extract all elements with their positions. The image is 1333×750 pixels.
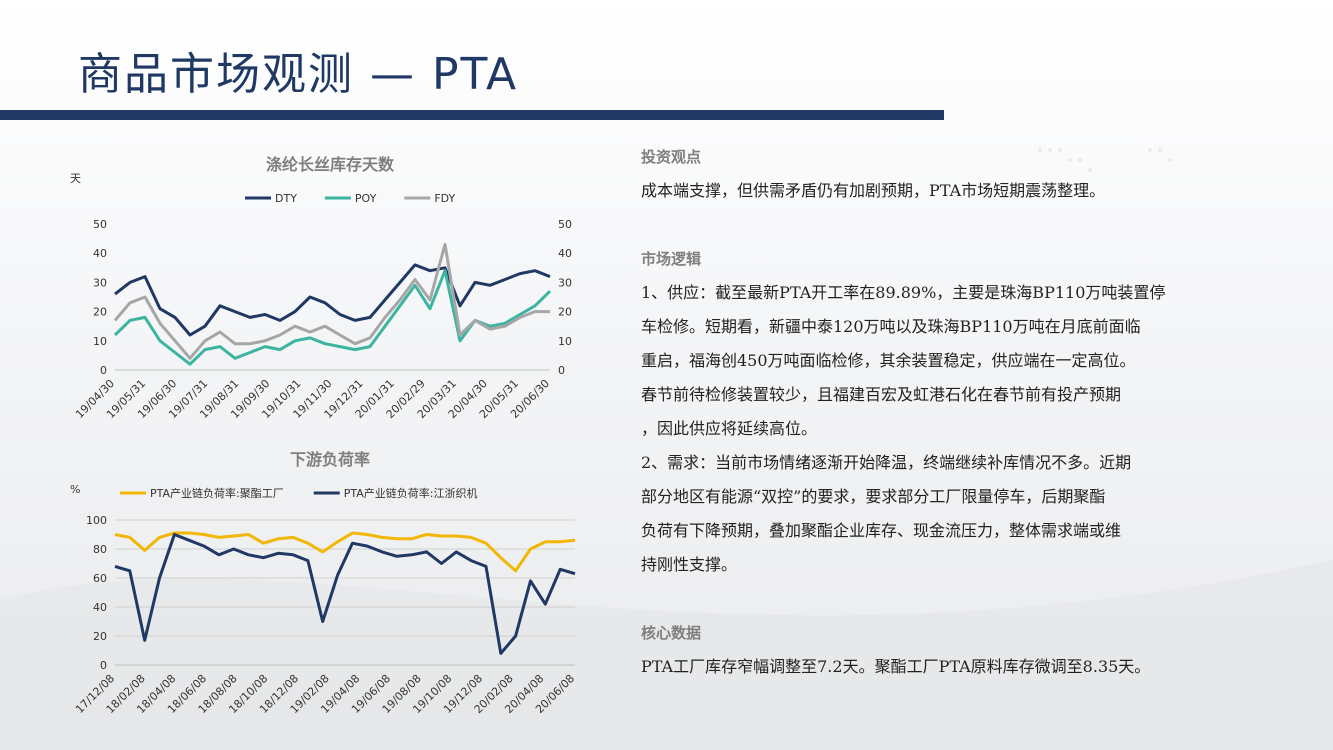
y2-tick-label: 0 [558, 364, 565, 377]
y-tick-label: 40 [93, 601, 107, 614]
y-tick-label: 0 [100, 364, 107, 377]
chart-downstream-load: 下游负荷率% 0 20 40 60 80 100 17/12/08 18/02/08 18/04/… [60, 445, 600, 745]
logic-line: 车检修。短期看，新疆中泰120万吨以及珠海BP110万吨在月底前面临 [641, 317, 1141, 336]
y-tick-label: 20 [93, 630, 107, 643]
y-axis-unit: % [70, 483, 80, 496]
title-underline-bar [0, 110, 944, 120]
view-heading: 投资观点 [641, 148, 702, 166]
analysis-panel: 投资观点 成本端支撑，但供需矛盾仍有加剧预期，PTA市场短期震荡整理。 市场逻辑… [641, 140, 1321, 684]
series-line-DTY [114, 263, 551, 337]
y-tick-label: 80 [93, 543, 107, 556]
y-tick-label: 10 [93, 335, 107, 348]
legend-label: DTY [275, 192, 297, 205]
logic-line: 1、供应：截至最新PTA开工率在89.89%，主要是珠海BP110万吨装置停 [641, 283, 1166, 302]
y-tick-label: 100 [86, 514, 107, 527]
series-line-PTA产业链负荷率:江浙织机 [114, 533, 576, 655]
y2-tick-label: 10 [558, 335, 572, 348]
logic-line: 2、需求：当前市场情绪逐渐开始降温，终端继续补库情况不多。近期 [641, 453, 1132, 472]
logic-line: 春节前待检修装置较少，且福建百宏及虹港石化在春节前有投产预期 [641, 385, 1122, 404]
y2-tick-label: 50 [558, 218, 572, 231]
page-title: 商品市场观测 — PTA [78, 49, 519, 100]
chart-downstream-load-svg: 下游负荷率%02040608010017/12/0818/02/0818/04/… [70, 450, 577, 716]
chart-title: 下游负荷率 [290, 450, 370, 469]
logic-heading: 市场逻辑 [641, 250, 702, 268]
chart-filament-inventory: 涤纶长丝库存天数天 0 10 20 30 40 50 0 10 20 30 40 50 19/04/30 1… [60, 140, 600, 440]
y2-tick-label: 40 [558, 247, 572, 260]
y2-tick-label: 30 [558, 276, 572, 289]
legend-label: FDY [434, 192, 455, 205]
legend-label: PTA产业链负荷率:聚酯工厂 [150, 486, 284, 500]
y-axis-unit: 天 [70, 172, 81, 185]
logic-line: 重启，福海创450万吨面临检修，其余装置稳定，供应端在一定高位。 [641, 351, 1136, 370]
series-line-FDY [113, 242, 550, 360]
y-tick-label: 50 [93, 218, 107, 231]
logic-line: 负荷有下降预期，叠加聚酯企业库存、现金流压力，整体需求端或维 [641, 521, 1122, 540]
logic-line: 持刚性支撑。 [641, 555, 738, 574]
y-tick-label: 20 [93, 306, 107, 319]
logic-line: ，因此供应将延续高位。 [641, 419, 818, 438]
chart-filament-inventory-svg: 涤纶长丝库存天数天010203040500102030405019/04/301… [70, 155, 572, 421]
y-tick-label: 60 [93, 572, 107, 585]
view-text: 成本端支撑，但供需矛盾仍有加剧预期，PTA市场短期震荡整理。 [641, 181, 1106, 200]
legend-label: POY [355, 192, 377, 205]
y2-tick-label: 20 [558, 306, 572, 319]
core-text: PTA工厂库存窄幅调整至7.2天。聚酯工厂PTA原料库存微调至8.35天。 [641, 657, 1151, 676]
series-line-PTA产业链负荷率:聚酯工厂 [114, 531, 576, 573]
y-tick-label: 0 [100, 659, 107, 672]
legend-label: PTA产业链负荷率:江浙织机 [344, 486, 478, 500]
core-heading: 核心数据 [641, 624, 702, 642]
y-tick-label: 30 [93, 276, 107, 289]
logic-line: 部分地区有能源“双控”的要求，要求部分工厂限量停车，后期聚酯 [641, 487, 1106, 506]
chart-title: 涤纶长丝库存天数 [266, 155, 395, 174]
y-tick-label: 40 [93, 247, 107, 260]
